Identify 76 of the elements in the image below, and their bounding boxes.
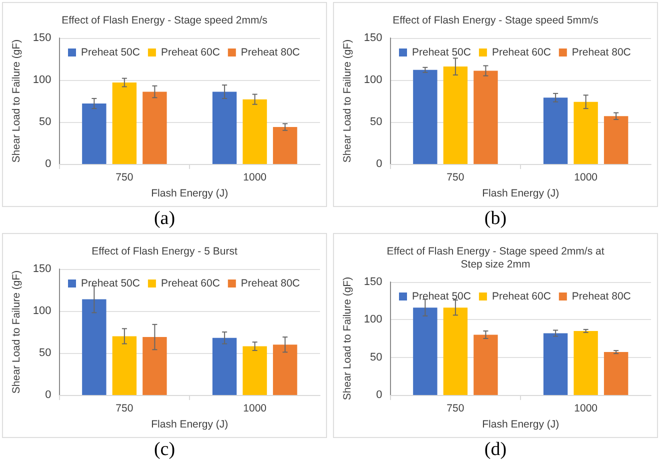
y-tick-label: 100 xyxy=(364,314,382,326)
y-axis-title: Shear Load to Failure (gF) xyxy=(10,270,22,394)
legend-label: Preheat 60C xyxy=(160,278,220,290)
bar xyxy=(112,336,137,395)
bar xyxy=(413,308,438,395)
bar xyxy=(443,308,468,395)
legend-label: Preheat 80C xyxy=(240,278,300,290)
bar xyxy=(142,92,167,164)
text: (b) xyxy=(483,207,508,231)
y-tick-label: 100 xyxy=(364,74,382,86)
bar xyxy=(142,337,167,395)
chart-title: Effect of Flash Energy - 5 Burst xyxy=(92,246,238,258)
chart-title: Effect of Flash Energy - Stage speed 2mm/s at Step size 2mm xyxy=(386,246,604,270)
bar xyxy=(242,99,267,164)
y-tick-label: 100 xyxy=(32,74,52,86)
bar xyxy=(574,102,598,164)
text: (a) xyxy=(152,207,176,231)
legend-label: Preheat 80C xyxy=(572,46,632,58)
legend-label: Preheat 60C xyxy=(160,46,220,58)
y-tick-label: 150 xyxy=(364,276,382,288)
y-tick-label: 50 xyxy=(39,347,52,359)
x-tick-label: 750 xyxy=(116,172,134,184)
chart-title: Effect of Flash Energy - Stage speed 2mm/s xyxy=(62,14,268,26)
y-tick-label: 0 xyxy=(45,158,52,170)
bar xyxy=(474,70,498,164)
x-axis-title: Flash Energy (J) xyxy=(151,418,228,430)
bar xyxy=(574,330,598,395)
y-tick-label: 0 xyxy=(376,158,382,170)
x-tick-label: 1000 xyxy=(243,172,267,184)
bar xyxy=(604,352,628,395)
y-tick-label: 50 xyxy=(39,116,52,128)
bar xyxy=(82,299,106,395)
legend-label: Preheat 60C xyxy=(492,290,552,302)
x-tick-label: 1000 xyxy=(574,172,598,184)
bar xyxy=(82,104,106,164)
bar xyxy=(443,66,468,164)
y-tick-label: 0 xyxy=(45,389,52,401)
chart-title: Effect of Flash Energy - Stage speed 5mm/s xyxy=(392,14,598,26)
x-axis-title: Flash Energy (J) xyxy=(151,188,228,200)
x-tick-label: 750 xyxy=(116,402,134,414)
y-axis-title: Shear Load to Failure (gF) xyxy=(342,276,354,400)
text: (d) xyxy=(483,438,508,462)
y-axis-title: Shear Load to Failure (gF) xyxy=(342,39,354,163)
y-tick-label: 100 xyxy=(32,305,52,317)
legend-label: Preheat 50C xyxy=(412,290,472,302)
x-tick-label: 1000 xyxy=(243,402,267,414)
bar xyxy=(212,338,237,395)
bar xyxy=(543,98,568,164)
legend-label: Preheat 60C xyxy=(492,46,552,58)
x-axis-title: Flash Energy (J) xyxy=(482,418,560,430)
x-axis-title: Flash Energy (J) xyxy=(482,188,560,200)
y-tick-label: 50 xyxy=(370,116,382,128)
bar xyxy=(543,333,568,395)
x-tick-label: 750 xyxy=(446,172,464,184)
legend-label: Preheat 50C xyxy=(81,46,140,58)
bar xyxy=(272,127,298,164)
bar xyxy=(112,82,137,164)
bar xyxy=(604,116,628,164)
x-tick-label: 1000 xyxy=(574,402,598,414)
legend-label: Preheat 50C xyxy=(81,278,140,290)
x-tick-label: 750 xyxy=(446,402,464,414)
bar xyxy=(413,70,438,164)
y-tick-label: 150 xyxy=(32,263,52,275)
bar xyxy=(474,334,498,395)
text: (c) xyxy=(152,438,176,462)
legend-label: Preheat 80C xyxy=(572,290,632,302)
legend-label: Preheat 80C xyxy=(240,46,300,58)
y-tick-label: 150 xyxy=(364,32,382,44)
legend-label: Preheat 50C xyxy=(412,46,472,58)
bar xyxy=(212,92,237,164)
bar xyxy=(242,346,267,395)
y-axis-title: Shear Load to Failure (gF) xyxy=(10,39,22,163)
y-tick-label: 0 xyxy=(376,389,382,401)
y-tick-label: 150 xyxy=(32,32,52,44)
bar xyxy=(272,344,298,395)
y-tick-label: 50 xyxy=(370,351,382,364)
